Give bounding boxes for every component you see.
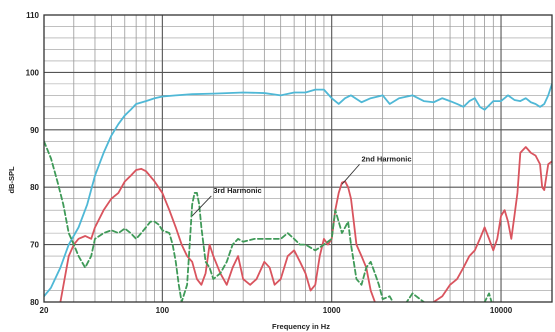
x-tick-label: 1000 [323,306,341,315]
y-tick-label: 110 [26,11,39,20]
series-line-0 [44,82,552,298]
annotation-label: 3rd Harmonic [213,186,261,195]
x-tick-label: 10000 [490,306,513,315]
y-tick-label: 70 [30,241,39,250]
annotations: 2nd Harmonic 3rd Harmonic [191,154,412,217]
x-tick-labels: 20 100 1000 10000 [40,306,513,315]
x-axis-label: Frequency in Hz [272,322,330,331]
annotation-leader [191,195,212,217]
annotation-leader [341,164,360,185]
annotation-label: 2nd Harmonic [362,154,412,163]
y-tick-label: 90 [30,126,39,135]
series-line-1 [59,146,552,302]
y-tick-label: 80 [30,183,39,192]
x-tick-label: 20 [40,306,49,315]
y-axis-label: dB-SPL [7,166,16,194]
plot-border [43,14,553,303]
y-tick-label: 100 [26,68,40,77]
y-tick-labels: 80 70 80 90 100 110 [26,11,40,307]
plot-frame [43,14,553,303]
x-tick-label: 100 [156,306,170,315]
series-layer [44,82,552,302]
y-tick-label: 80 [30,298,39,307]
series-line-2 [44,140,493,302]
